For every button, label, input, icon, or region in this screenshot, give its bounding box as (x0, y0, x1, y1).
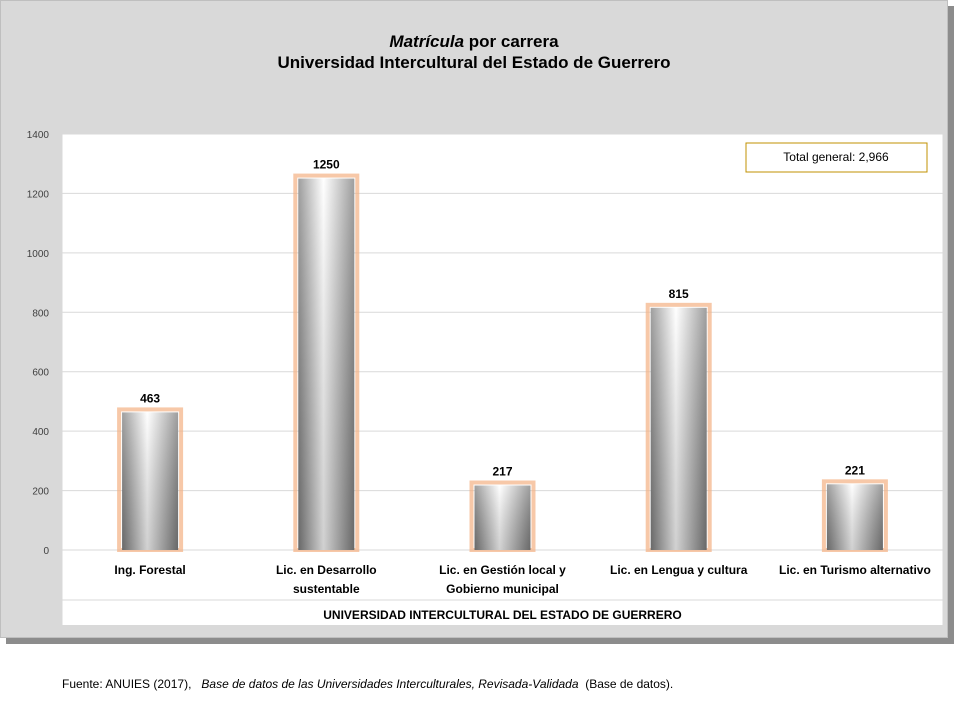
bar-shade (122, 412, 179, 550)
y-tick-label: 200 (32, 487, 49, 498)
y-tick-label: 1200 (27, 189, 50, 200)
bar-shade (650, 307, 707, 550)
y-tick-label: 1400 (27, 130, 50, 141)
chart-title-italic: Matrícula (389, 32, 465, 51)
bar-shade (298, 178, 355, 551)
y-tick-label: 0 (43, 546, 49, 557)
x-category-label: Gobierno municipal (446, 582, 559, 596)
chart-title-line-1: Matrícula por carrera (1, 31, 947, 52)
source-title: Base de datos de las Universidades Inter… (201, 677, 579, 691)
data-label: 217 (492, 465, 512, 479)
bar-chart: 0 200 400 600 800 1000 1200 1400 463 Ing. Foresta… (27, 130, 944, 625)
x-category-label: Lic. en Turismo alternativo (779, 563, 931, 577)
source-suffix: (Base de datos). (585, 677, 674, 691)
x-axis-title: UNIVERSIDAD INTERCULTURAL DEL ESTADO DE … (323, 608, 681, 622)
data-label: 463 (140, 391, 160, 405)
bar-shade (474, 485, 531, 550)
chart-title: Matrícula por carrera Universidad Interc… (1, 31, 947, 73)
y-tick-label: 400 (32, 427, 49, 438)
source-note: Fuente: ANUIES (2017), Base de datos de … (62, 677, 673, 691)
x-category-label: Lic. en Gestión local y (439, 563, 566, 577)
source-prefix: Fuente: ANUIES (2017), (62, 677, 192, 691)
chart-frame: Matrícula por carrera Universidad Interc… (0, 0, 948, 638)
data-label: 1250 (313, 158, 340, 172)
y-tick-label: 1000 (27, 249, 50, 260)
x-category-label: Lic. en Desarrollo (276, 563, 377, 577)
total-annotation-text: Total general: 2,966 (783, 150, 889, 164)
data-label: 221 (845, 463, 865, 477)
y-tick-label: 600 (32, 368, 49, 379)
total-annotation-box (745, 142, 928, 173)
x-category-label: Ing. Forestal (114, 563, 185, 577)
chart-title-rest: por carrera (464, 32, 559, 51)
y-tick-label: 800 (32, 308, 49, 319)
data-label: 815 (669, 287, 689, 301)
x-category-label: Lic. en Lengua y cultura (610, 563, 748, 577)
bar-shade (826, 484, 883, 550)
chart-title-line-2: Universidad Intercultural del Estado de … (277, 53, 671, 72)
x-category-label: sustentable (293, 582, 360, 596)
